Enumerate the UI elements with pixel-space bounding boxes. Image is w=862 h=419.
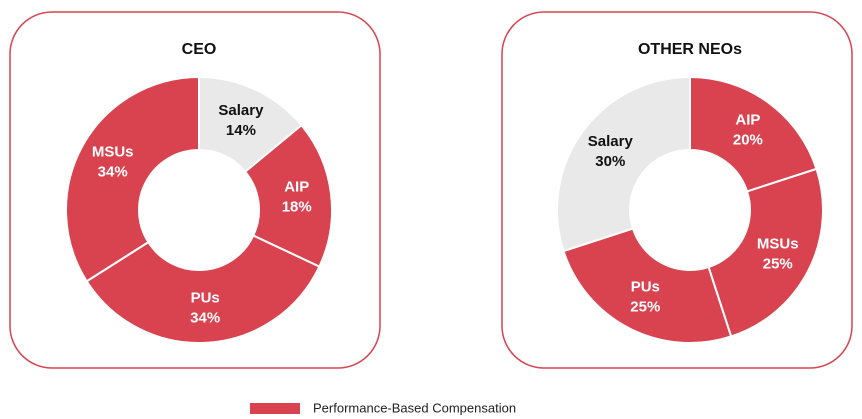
slice-label: PUs (191, 289, 220, 306)
slice (85, 234, 321, 344)
slice (562, 227, 733, 344)
slice-value-label: 25% (763, 256, 793, 273)
slice (65, 75, 200, 283)
slice-value-label: 14% (226, 122, 256, 139)
slice-value-label: 20% (733, 131, 763, 148)
slice (556, 75, 691, 253)
legend-swatch (250, 403, 300, 414)
slice-label: PUs (631, 279, 660, 296)
slice-value-label: 34% (190, 309, 220, 326)
panel-frame (501, 11, 853, 369)
slice-label: Salary (218, 102, 264, 119)
slice-label: Salary (588, 133, 634, 150)
legend-label: Performance-Based Compensation (313, 400, 516, 415)
slice-value-label: 30% (595, 153, 625, 170)
chart-title: OTHER NEOs (638, 41, 742, 58)
slice (707, 167, 824, 338)
slice-value-label: 25% (630, 299, 660, 316)
slice-label: AIP (284, 179, 309, 196)
slice (689, 75, 818, 193)
panel-frame (9, 11, 381, 369)
slice-label: MSUs (757, 236, 799, 253)
slice (243, 123, 333, 268)
slice-label: MSUs (92, 144, 134, 161)
slice-value-label: 18% (282, 199, 312, 216)
slice-value-label: 34% (98, 164, 128, 181)
chart-title: CEO (182, 41, 217, 58)
slice-label: AIP (735, 111, 760, 128)
